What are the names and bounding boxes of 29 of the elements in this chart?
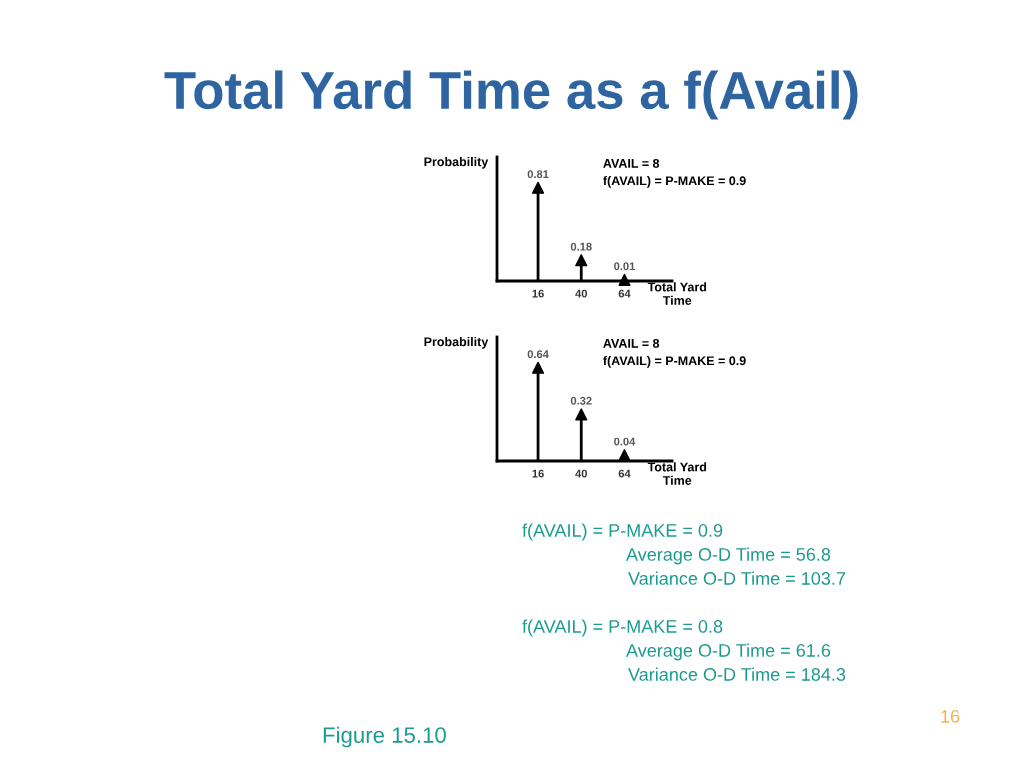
data-label: 0.01 (614, 262, 635, 271)
text: Variance O-D Time = 103.7 (628, 571, 846, 585)
x-axis-title: Total Yard Time (647, 282, 707, 305)
data-label: 0.18 (570, 242, 592, 251)
data-label: 0.81 (527, 170, 549, 179)
text: f(AVAIL) = P-MAKE = 0.9 (603, 355, 746, 368)
data-label: 0.64 (527, 350, 549, 359)
x-tick-label: 40 (575, 469, 587, 478)
caption: Figure 15.10 (323, 726, 446, 748)
x-tick-label: 16 (532, 289, 544, 298)
x-tick-label: 40 (575, 289, 587, 298)
text: Average O-D Time = 61.6 (626, 643, 831, 661)
x-tick-label: 16 (532, 469, 544, 478)
text: f(AVAIL) = P-MAKE = 0.9 (603, 175, 746, 188)
chart-title: Total Yard Time as a f(Avail) (164, 70, 858, 120)
data-label: 0.32 (570, 396, 592, 405)
text: f(AVAIL) = P-MAKE = 0.9 (522, 523, 723, 541)
data-label: 0.04 (614, 437, 636, 446)
y-axis-title: Probability (424, 157, 489, 169)
text: AVAIL = 8 (603, 338, 660, 348)
text: Variance O-D Time = 184.3 (628, 667, 846, 681)
text: f(AVAIL) = P-MAKE = 0.8 (522, 619, 723, 637)
text: AVAIL = 8 (603, 158, 660, 168)
y-axis-title: Probability (424, 337, 489, 349)
x-tick-label: 64 (618, 469, 631, 478)
text: 16 (941, 710, 960, 723)
x-tick-label: 64 (618, 289, 631, 298)
x-axis-title: Total Yard Time (647, 462, 707, 485)
text: Average O-D Time = 56.8 (626, 547, 831, 565)
